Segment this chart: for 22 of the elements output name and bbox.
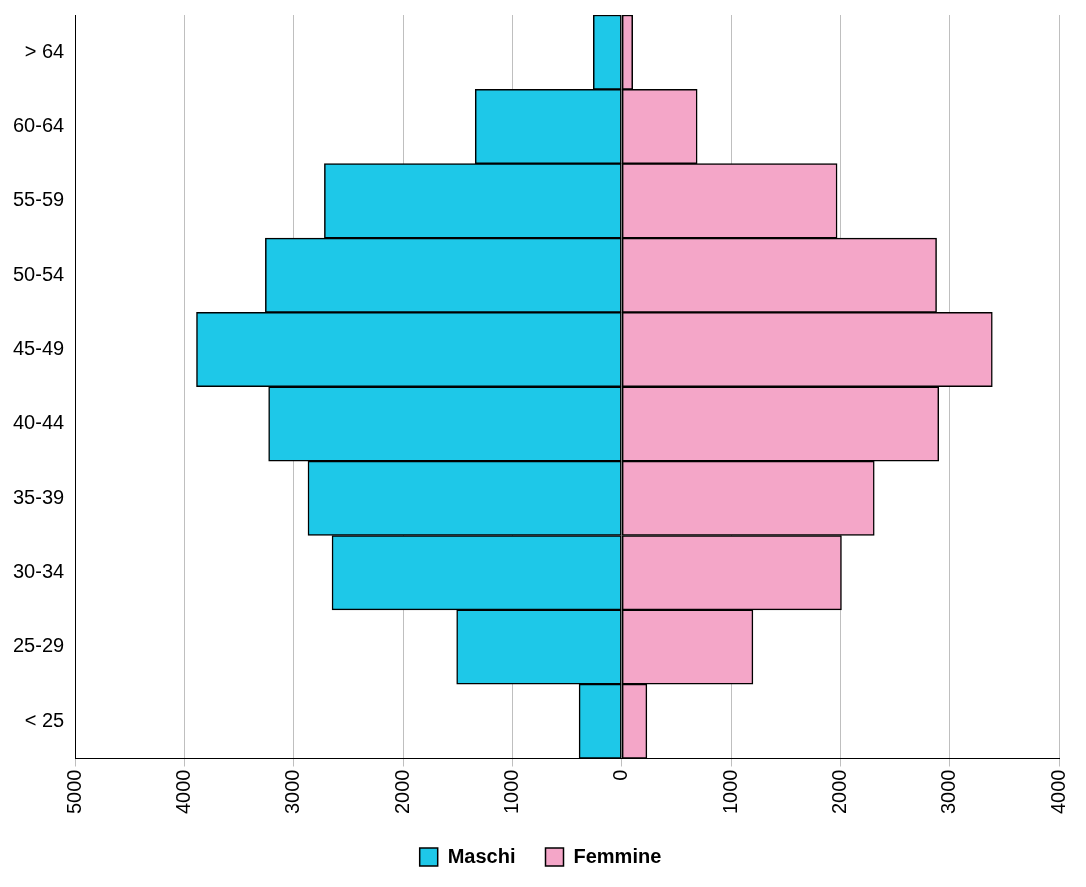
y-tick-label: 50-54 — [13, 262, 65, 285]
y-tick-label: 55-59 — [13, 188, 65, 211]
x-tick-label: 1000 — [499, 769, 522, 815]
y-tick-label: 60-64 — [13, 114, 65, 137]
x-tick-label: 3000 — [281, 769, 304, 815]
y-tick-label: 45-49 — [13, 337, 65, 360]
x-tick-label: 5000 — [62, 769, 85, 815]
x-tick-label: 4000 — [171, 769, 194, 815]
y-tick-label: 30-34 — [13, 560, 65, 583]
x-tick-label: 3000 — [937, 769, 960, 815]
x-tick-label: 0 — [609, 769, 632, 781]
legend-label: Maschi — [447, 844, 516, 867]
y-tick-label: 40-44 — [13, 411, 65, 434]
y-tick-label: 35-39 — [13, 485, 65, 508]
x-tick-label: 4000 — [1046, 769, 1069, 815]
legend-label: Femmine — [573, 844, 662, 867]
y-tick-label: > 64 — [24, 39, 65, 62]
y-tick-label: < 25 — [24, 708, 65, 731]
y-tick-label: 25-29 — [13, 634, 65, 657]
x-tick-label: 2000 — [390, 769, 413, 815]
x-tick-label: 2000 — [827, 769, 850, 815]
x-tick-label: 1000 — [718, 769, 741, 815]
